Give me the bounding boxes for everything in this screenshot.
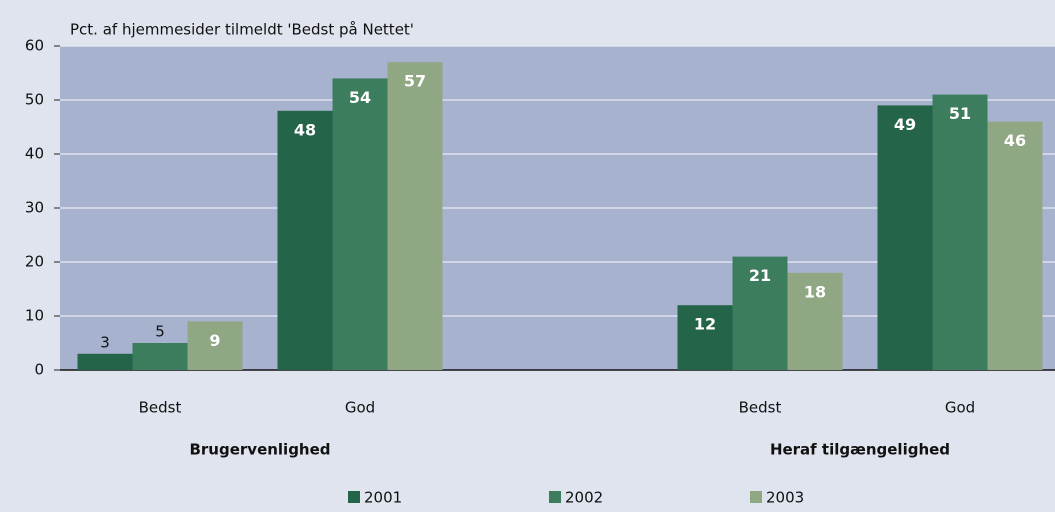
x-tick-label: God <box>945 399 975 417</box>
y-tick-label: 20 <box>25 253 44 271</box>
data-label: 57 <box>404 72 426 91</box>
data-label: 51 <box>949 104 971 123</box>
data-label: 9 <box>209 331 220 350</box>
group-label: Heraf tilgængelighed <box>770 441 950 459</box>
data-label: 54 <box>349 88 371 107</box>
bar <box>932 94 988 370</box>
bar <box>132 343 188 370</box>
legend-label: 2003 <box>766 489 804 507</box>
data-label: 12 <box>694 315 716 334</box>
bar <box>387 62 443 370</box>
legend-label: 2002 <box>565 489 603 507</box>
legend-label: 2001 <box>364 489 402 507</box>
data-label: 5 <box>155 323 165 341</box>
legend-swatch <box>348 491 360 503</box>
bar <box>187 321 243 370</box>
bar <box>277 110 333 371</box>
y-tick-label: 40 <box>25 145 44 163</box>
x-tick-label: Bedst <box>139 399 182 417</box>
y-tick-label: 30 <box>25 199 44 217</box>
bar <box>877 105 933 371</box>
axis-title: Pct. af hjemmesider tilmeldt 'Bedst på N… <box>70 21 414 39</box>
group-label: Brugervenlighed <box>189 441 330 459</box>
bar <box>732 256 788 370</box>
x-tick-label: God <box>345 399 375 417</box>
data-label: 48 <box>294 120 316 139</box>
legend-swatch <box>750 491 762 503</box>
y-tick-label: 50 <box>25 91 44 109</box>
bar <box>77 353 133 370</box>
y-tick-label: 60 <box>25 37 44 55</box>
data-label: 18 <box>804 282 826 301</box>
data-label: 3 <box>100 333 110 351</box>
x-tick-label: Bedst <box>739 399 782 417</box>
data-label: 49 <box>894 115 916 134</box>
bar <box>332 78 388 371</box>
bar <box>987 121 1043 370</box>
y-tick-label: 10 <box>25 307 44 325</box>
data-label: 21 <box>749 266 771 285</box>
bar <box>677 305 733 370</box>
y-tick-label: 0 <box>34 361 44 379</box>
legend-swatch <box>549 491 561 503</box>
bar <box>787 272 843 370</box>
data-label: 46 <box>1004 131 1026 150</box>
